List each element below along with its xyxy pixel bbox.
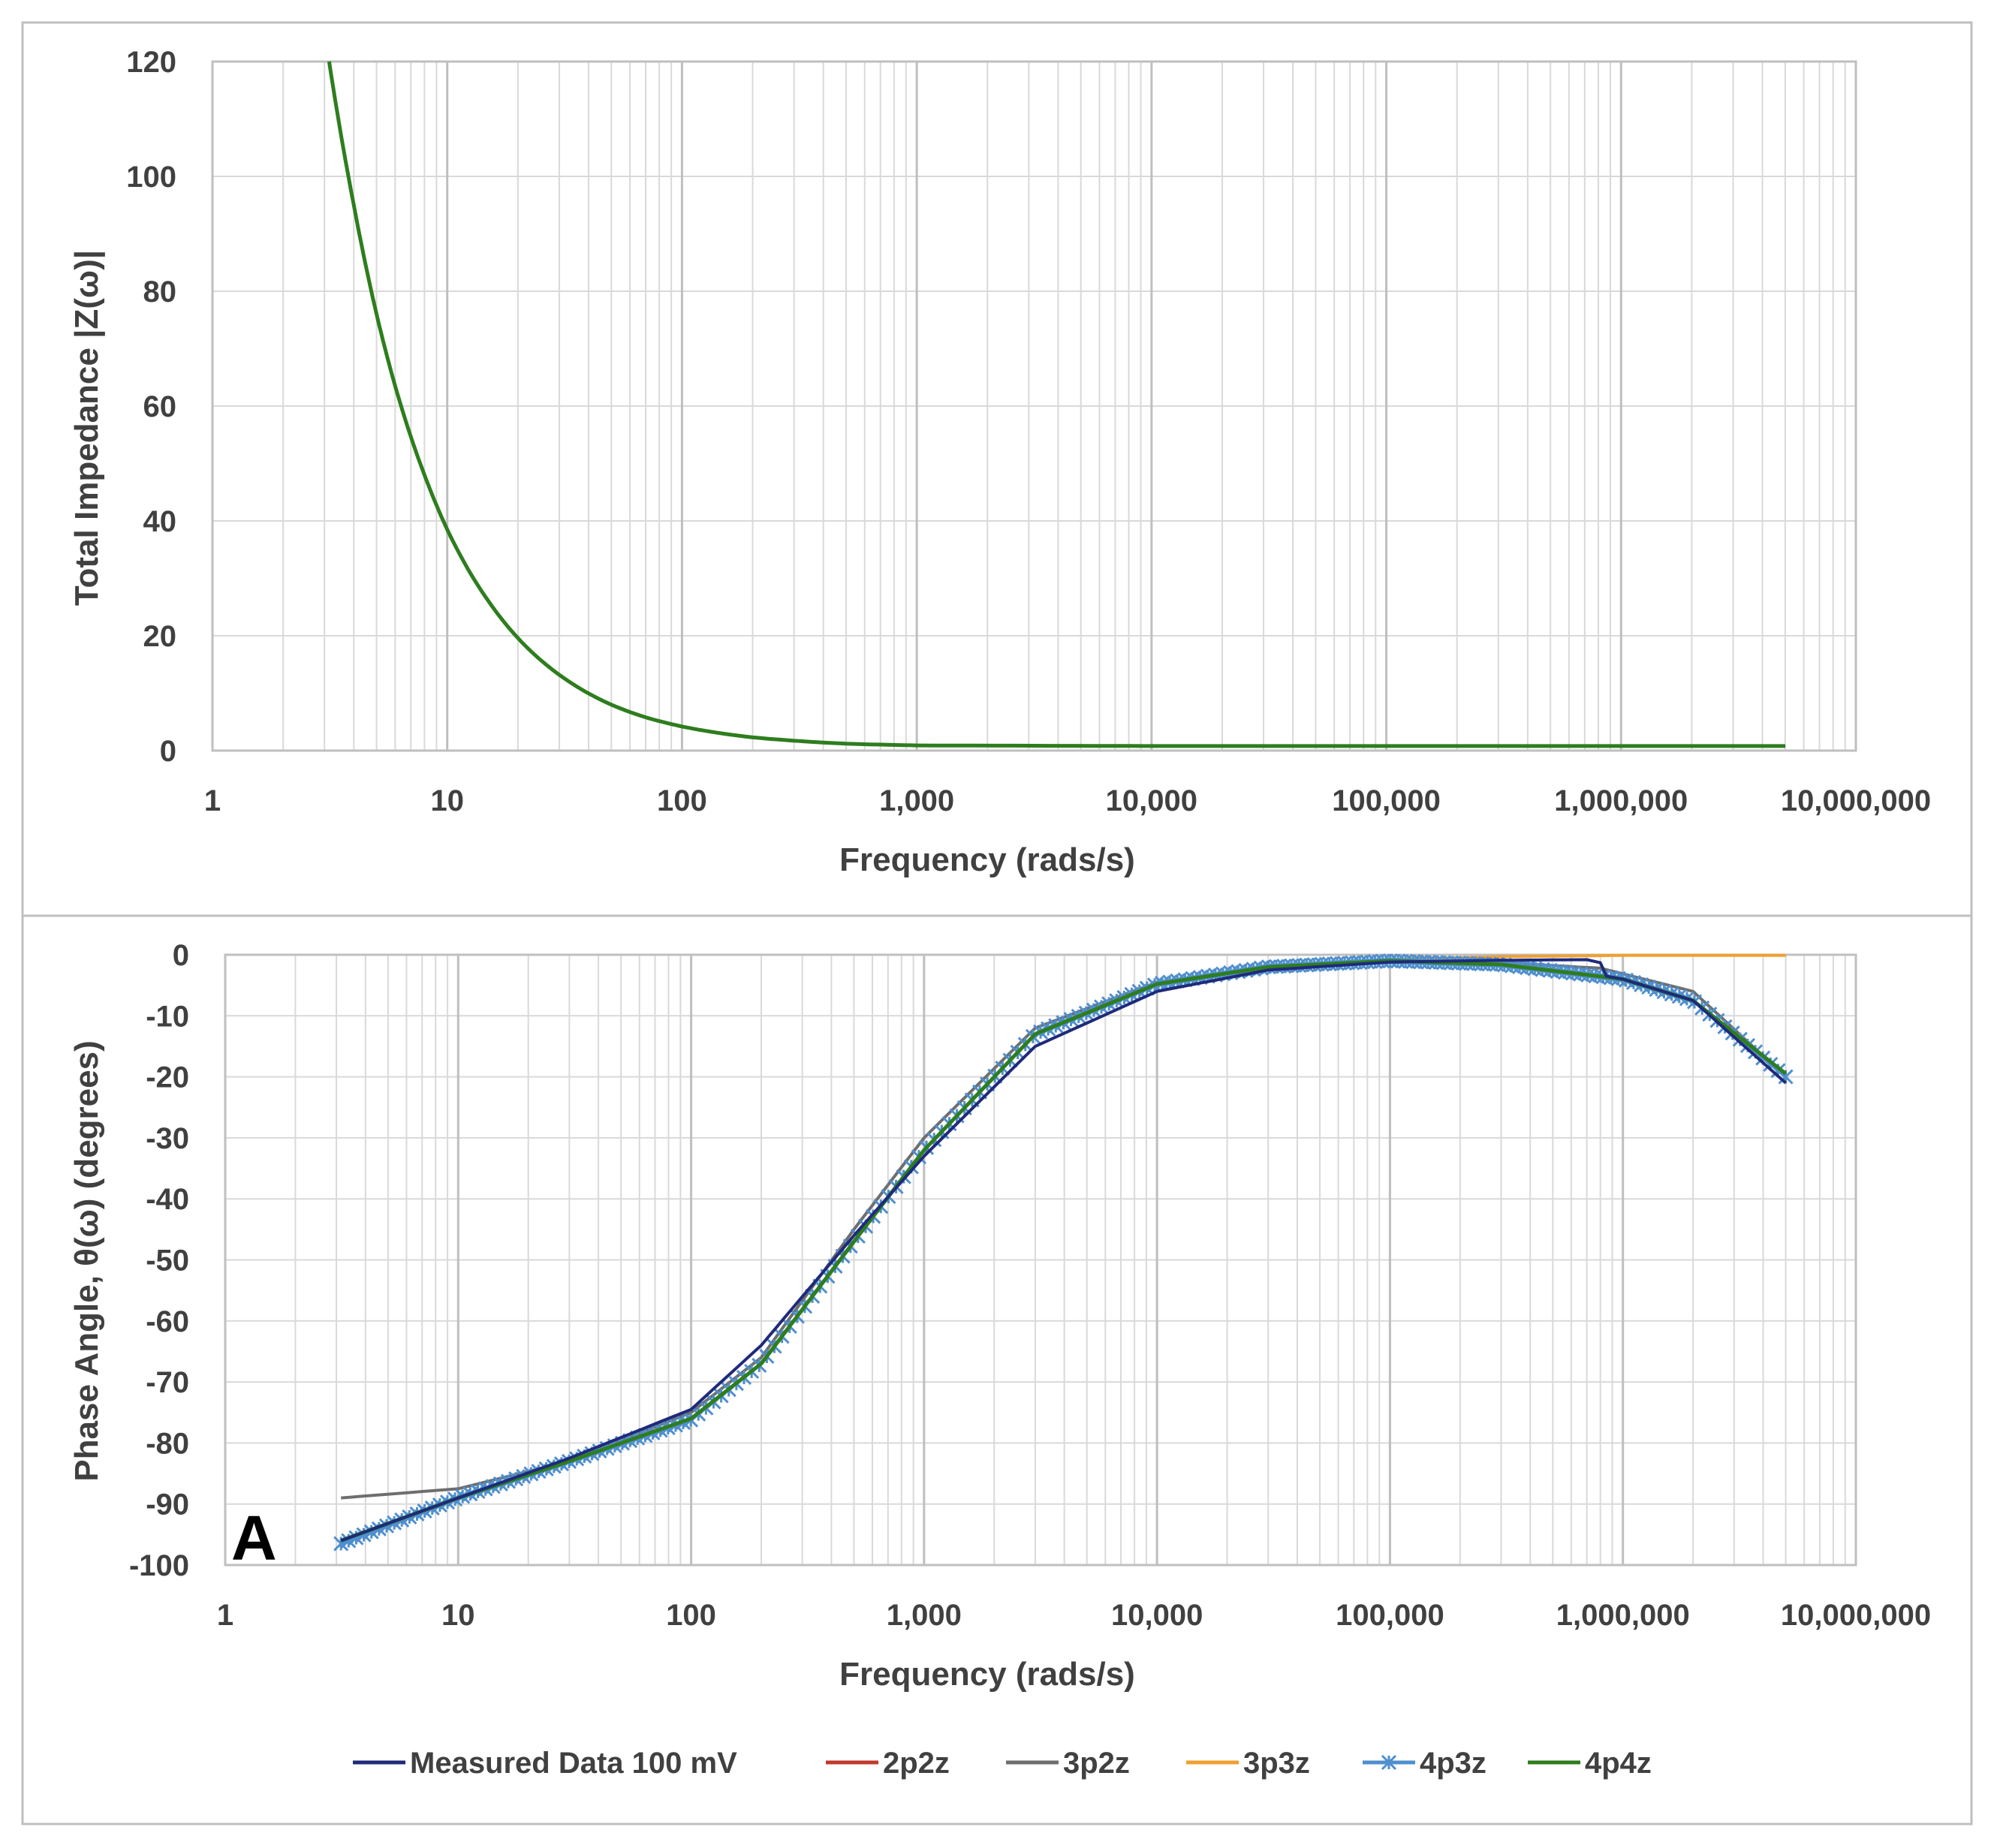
x-tick-label: 1,000,000	[1554, 784, 1688, 817]
x-tick-label: 100,000	[1332, 784, 1441, 817]
panel-label: A	[231, 1503, 277, 1573]
legend-label: Measured Data 100 mV	[410, 1747, 737, 1780]
x-tick-label: 10,000,000	[1781, 1599, 1931, 1632]
y-tick-label: 0	[160, 735, 176, 768]
x-tick-label: 10,000	[1106, 784, 1197, 817]
x-tick-label: 1,000	[887, 1599, 962, 1632]
x-tick-label: 10,000	[1111, 1599, 1203, 1632]
phase-ylabel: Phase Angle, θ(ω) (degrees)	[68, 1040, 105, 1481]
y-tick-label: -80	[146, 1427, 189, 1460]
legend-item-p4p4z: 4p4z	[1528, 1747, 1652, 1780]
legend-label: 3p2z	[1063, 1747, 1130, 1780]
x-tick-label: 1,000	[879, 784, 954, 817]
y-tick-label: 40	[143, 505, 177, 538]
y-tick-label: -90	[146, 1488, 189, 1521]
y-tick-label: 20	[143, 620, 177, 653]
legend-label: 4p3z	[1420, 1747, 1486, 1780]
legend-label: 3p3z	[1243, 1747, 1310, 1780]
y-tick-label: 60	[143, 390, 177, 423]
x-tick-label: 100,000	[1336, 1599, 1444, 1632]
y-tick-label: -10	[146, 1000, 189, 1033]
y-tick-label: 0	[173, 939, 189, 972]
y-tick-label: -20	[146, 1061, 189, 1094]
plot-frame	[211, 60, 1857, 752]
y-tick-label: 100	[126, 161, 176, 194]
series-line-p4p4z	[340, 959, 1788, 1543]
legend-marker	[1381, 1754, 1397, 1771]
impedance-ylabel: Total Impedance |Z(ω)|	[68, 250, 106, 606]
y-tick-label: -100	[129, 1549, 189, 1582]
x-tick-label: 1	[217, 1599, 233, 1632]
x-tick-label: 100	[657, 784, 707, 817]
legend-item-p3p3z: 3p3z	[1186, 1747, 1310, 1780]
y-tick-label: 80	[143, 275, 177, 309]
impedance-chart: 1 10 100 1,000 10,000 100,000 1,000,000 10,000,…	[126, 46, 1931, 817]
legend-label: 2p2z	[883, 1747, 950, 1780]
y-tick-label: -40	[146, 1183, 189, 1216]
phase-chart: 1 10 100 1,000 10,000 100,000 1,000,000 10,000,…	[129, 939, 1931, 1632]
legend-item-p4p3z: 4p3z	[1363, 1747, 1486, 1780]
legend-item-measured: Measured Data 100 mV	[353, 1747, 737, 1780]
y-tick-label: -70	[146, 1366, 189, 1399]
impedance-xlabel: Frequency (rads/s)	[839, 841, 1135, 878]
y-tick-label: -50	[146, 1245, 189, 1278]
legend-label: 4p4z	[1585, 1747, 1652, 1780]
series-line-p4p4z	[327, 61, 1785, 748]
outer-frame	[21, 21, 1973, 1825]
x-tick-label: 1,000,000	[1556, 1599, 1690, 1632]
x-tick-label: 100	[666, 1599, 716, 1632]
legend-item-p3p2z: 3p2z	[1006, 1747, 1130, 1780]
series-line-measured	[340, 958, 1787, 1543]
y-tick-label: -60	[146, 1305, 189, 1338]
legend-item-p2p2z: 2p2z	[826, 1747, 950, 1780]
x-tick-label: 1	[204, 784, 221, 817]
y-tick-label: -30	[146, 1122, 189, 1155]
x-tick-label: 10	[441, 1599, 475, 1632]
y-tick-label: 120	[126, 46, 176, 79]
legend: Measured Data 100 mV 2p2z 3p2z 3p3z 4p3z 4p4z	[353, 1747, 1652, 1780]
phase-xlabel: Frequency (rads/s)	[839, 1656, 1135, 1693]
x-tick-label: 10	[430, 784, 464, 817]
x-tick-label: 10,000,000	[1781, 784, 1931, 817]
plot-frame	[224, 953, 1857, 1567]
